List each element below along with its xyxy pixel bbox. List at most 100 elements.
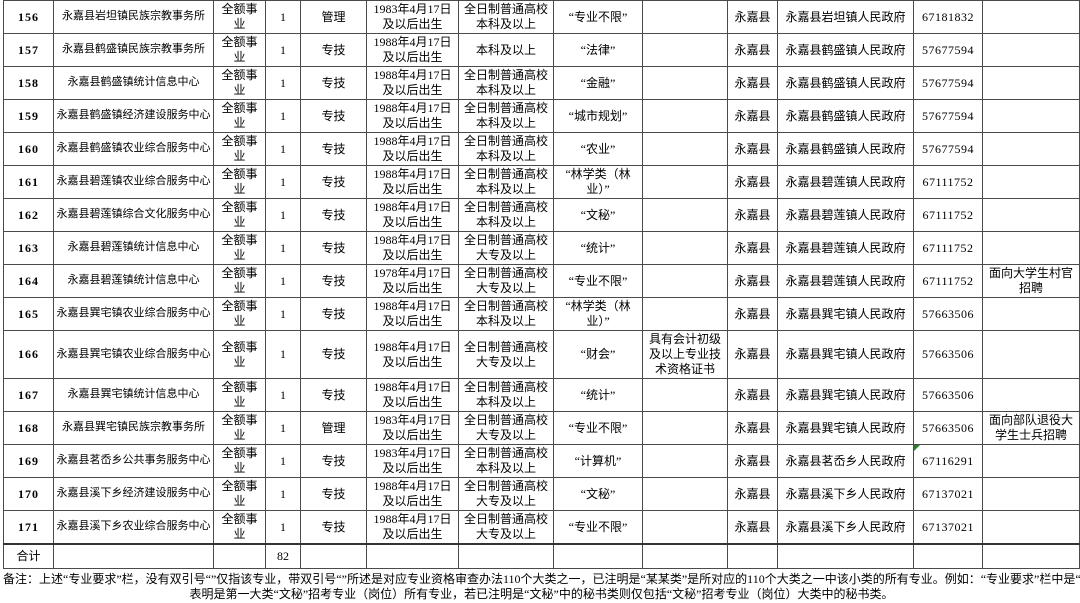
cell-birthdate-requirement: 1988年4月17日及以后出生	[366, 33, 459, 67]
cell-birthdate-requirement: 1988年4月17日及以后出生	[366, 297, 459, 331]
cell-unit-name: 永嘉县溪下乡农业综合服务中心	[53, 510, 214, 545]
cell-government-unit: 永嘉县鹤盛镇人民政府	[777, 99, 914, 133]
cell-birthdate-requirement: 1983年4月17日及以后出生	[366, 411, 459, 445]
cell-major-requirement: “林学类（林业）”	[553, 165, 643, 199]
cell-education-requirement: 全日制普通高校本科及以上	[458, 132, 554, 166]
cell-major-requirement: “城市规划”	[553, 99, 643, 133]
cell-birthdate-requirement: 1988年4月17日及以后出生	[366, 330, 459, 379]
cell-unit-name: 永嘉县巽宅镇农业综合服务中心	[53, 297, 214, 331]
cell-phone-number: 57677594	[913, 66, 983, 100]
cell-phone-number: 67137021	[913, 477, 983, 511]
cell-major-requirement: “农业”	[553, 132, 643, 166]
cell-funding-type: 全额事业	[213, 0, 266, 34]
table-row: 170 永嘉县溪下乡经济建设服务中心 全额事业 1 专技 1988年4月17日及…	[3, 477, 1080, 511]
cell-other-requirement	[642, 99, 728, 133]
cell-position-category: 专技	[300, 165, 367, 199]
cell-government-unit: 永嘉县鹤盛镇人民政府	[777, 66, 914, 100]
cell-birthdate-requirement: 1988年4月17日及以后出生	[366, 378, 459, 412]
cell-birthdate-requirement: 1988年4月17日及以后出生	[366, 132, 459, 166]
table-row: 166 永嘉县巽宅镇农业综合服务中心 全额事业 1 专技 1988年4月17日及…	[3, 330, 1080, 379]
cell-education-requirement: 本科及以上	[458, 33, 554, 67]
cell-education-requirement: 全日制普通高校本科及以上	[458, 297, 554, 331]
cell-position-category: 专技	[300, 477, 367, 511]
cell-phone-number: 67137021	[913, 510, 983, 545]
cell-headcount: 1	[265, 33, 301, 67]
cell-government-unit: 永嘉县巽宅镇人民政府	[777, 330, 914, 379]
cell-education-requirement: 全日制普通高校大专及以上	[458, 411, 554, 445]
cell-position-category: 专技	[300, 33, 367, 67]
cell-county: 永嘉县	[727, 330, 778, 379]
cell-government-unit: 永嘉县碧莲镇人民政府	[777, 165, 914, 199]
cell-note	[982, 66, 1080, 100]
cell-row-number: 170	[3, 477, 54, 511]
cell-headcount: 1	[265, 477, 301, 511]
cell-funding-type: 全额事业	[213, 66, 266, 100]
cell-government-unit: 永嘉县巽宅镇人民政府	[777, 411, 914, 445]
cell-unit-name: 永嘉县鹤盛镇农业综合服务中心	[53, 132, 214, 166]
cell-education-requirement: 全日制普通高校本科及以上	[458, 444, 554, 478]
cell-row-number: 171	[3, 510, 54, 545]
cell-phone-number: 67181832	[913, 0, 983, 34]
cell-funding-type: 全额事业	[213, 165, 266, 199]
cell-position-category: 专技	[300, 198, 367, 232]
cell-major-requirement: “专业不限”	[553, 411, 643, 445]
cell-funding-type: 全额事业	[213, 99, 266, 133]
cell-county: 永嘉县	[727, 510, 778, 545]
total-cell-empty	[553, 543, 643, 569]
cell-county: 永嘉县	[727, 231, 778, 265]
cell-row-number: 159	[3, 99, 54, 133]
total-cell-empty	[300, 543, 367, 569]
cell-phone-number: 67111752	[913, 198, 983, 232]
total-label: 合计	[3, 543, 54, 569]
cell-education-requirement: 全日制普通高校大专及以上	[458, 477, 554, 511]
cell-major-requirement: “财会”	[553, 330, 643, 379]
cell-note	[982, 33, 1080, 67]
cell-headcount: 1	[265, 231, 301, 265]
cell-position-category: 专技	[300, 66, 367, 100]
total-body: 合计 82	[3, 543, 1080, 569]
table-body: 156 永嘉县岩坦镇民族宗教事务所 全额事业 1 管理 1983年4月17日及以…	[3, 0, 1080, 545]
cell-phone-number: 57677594	[913, 132, 983, 166]
cell-note	[982, 378, 1080, 412]
cell-funding-type: 全额事业	[213, 444, 266, 478]
cell-phone-number: 57677594	[913, 99, 983, 133]
cell-position-category: 专技	[300, 99, 367, 133]
cell-unit-name: 永嘉县碧莲镇统计信息中心	[53, 264, 214, 298]
cell-note: 面向大学生村官招聘	[982, 264, 1080, 298]
cell-major-requirement: “金融”	[553, 66, 643, 100]
cell-birthdate-requirement: 1988年4月17日及以后出生	[366, 510, 459, 545]
cell-unit-name: 永嘉县鹤盛镇经济建设服务中心	[53, 99, 214, 133]
cell-county: 永嘉县	[727, 165, 778, 199]
cell-phone-number: 67111752	[913, 231, 983, 265]
cell-other-requirement	[642, 378, 728, 412]
cell-row-number: 168	[3, 411, 54, 445]
total-cell-empty	[913, 543, 983, 569]
cell-position-category: 专技	[300, 330, 367, 379]
cell-major-requirement: “统计”	[553, 378, 643, 412]
total-cell-empty	[366, 543, 459, 569]
cell-note	[982, 330, 1080, 379]
total-cell-empty	[777, 543, 914, 569]
cell-county: 永嘉县	[727, 264, 778, 298]
cell-education-requirement: 全日制普通高校本科及以上	[458, 0, 554, 34]
cell-headcount: 1	[265, 297, 301, 331]
cell-education-requirement: 全日制普通高校本科及以上	[458, 99, 554, 133]
cell-funding-type: 全额事业	[213, 198, 266, 232]
cell-position-category: 专技	[300, 297, 367, 331]
cell-phone-number: 57663506	[913, 297, 983, 331]
cell-headcount: 1	[265, 198, 301, 232]
cell-note	[982, 132, 1080, 166]
cell-major-requirement: “专业不限”	[553, 0, 643, 34]
cell-government-unit: 永嘉县溪下乡人民政府	[777, 477, 914, 511]
cell-row-number: 164	[3, 264, 54, 298]
cell-phone-number: 57663506	[913, 411, 983, 445]
table-row: 161 永嘉县碧莲镇农业综合服务中心 全额事业 1 专技 1988年4月17日及…	[3, 165, 1080, 199]
cell-unit-name: 永嘉县鹤盛镇统计信息中心	[53, 66, 214, 100]
cell-other-requirement	[642, 132, 728, 166]
cell-county: 永嘉县	[727, 198, 778, 232]
cell-position-category: 管理	[300, 411, 367, 445]
total-cell-empty	[642, 543, 728, 569]
cell-other-requirement	[642, 264, 728, 298]
cell-headcount: 1	[265, 66, 301, 100]
cell-county: 永嘉县	[727, 33, 778, 67]
